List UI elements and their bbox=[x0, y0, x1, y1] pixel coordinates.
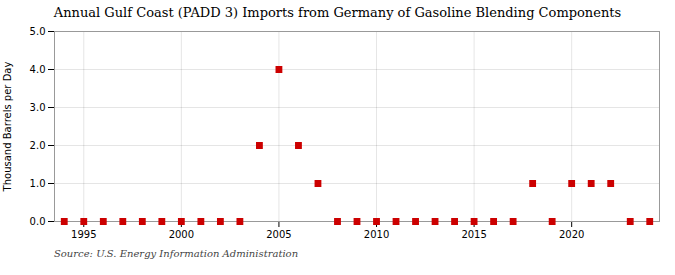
svg-text:5.0: 5.0 bbox=[30, 26, 46, 37]
svg-text:2005: 2005 bbox=[266, 229, 291, 240]
html-text:Source: U.S. Energy Informatio: Source: U.S. Energy Information Administ… bbox=[54, 248, 299, 259]
svg-text:1995: 1995 bbox=[71, 229, 96, 240]
svg-text:4.0: 4.0 bbox=[30, 64, 46, 75]
svg-text:0.0: 0.0 bbox=[30, 216, 46, 227]
svg-text:2010: 2010 bbox=[364, 229, 389, 240]
svg-text:1.0: 1.0 bbox=[30, 178, 46, 189]
svg-text:3.0: 3.0 bbox=[30, 102, 46, 113]
svg-text:Thousand Barrels per Day: Thousand Barrels per Day bbox=[2, 62, 13, 193]
html-text:Annual Gulf Coast (PADD 3) Imp: Annual Gulf Coast (PADD 3) Imports from … bbox=[53, 5, 622, 20]
svg-text:2.0: 2.0 bbox=[30, 140, 46, 151]
svg-text:2020: 2020 bbox=[559, 229, 584, 240]
svg-text:2000: 2000 bbox=[169, 229, 194, 240]
svg-text:2015: 2015 bbox=[461, 229, 486, 240]
